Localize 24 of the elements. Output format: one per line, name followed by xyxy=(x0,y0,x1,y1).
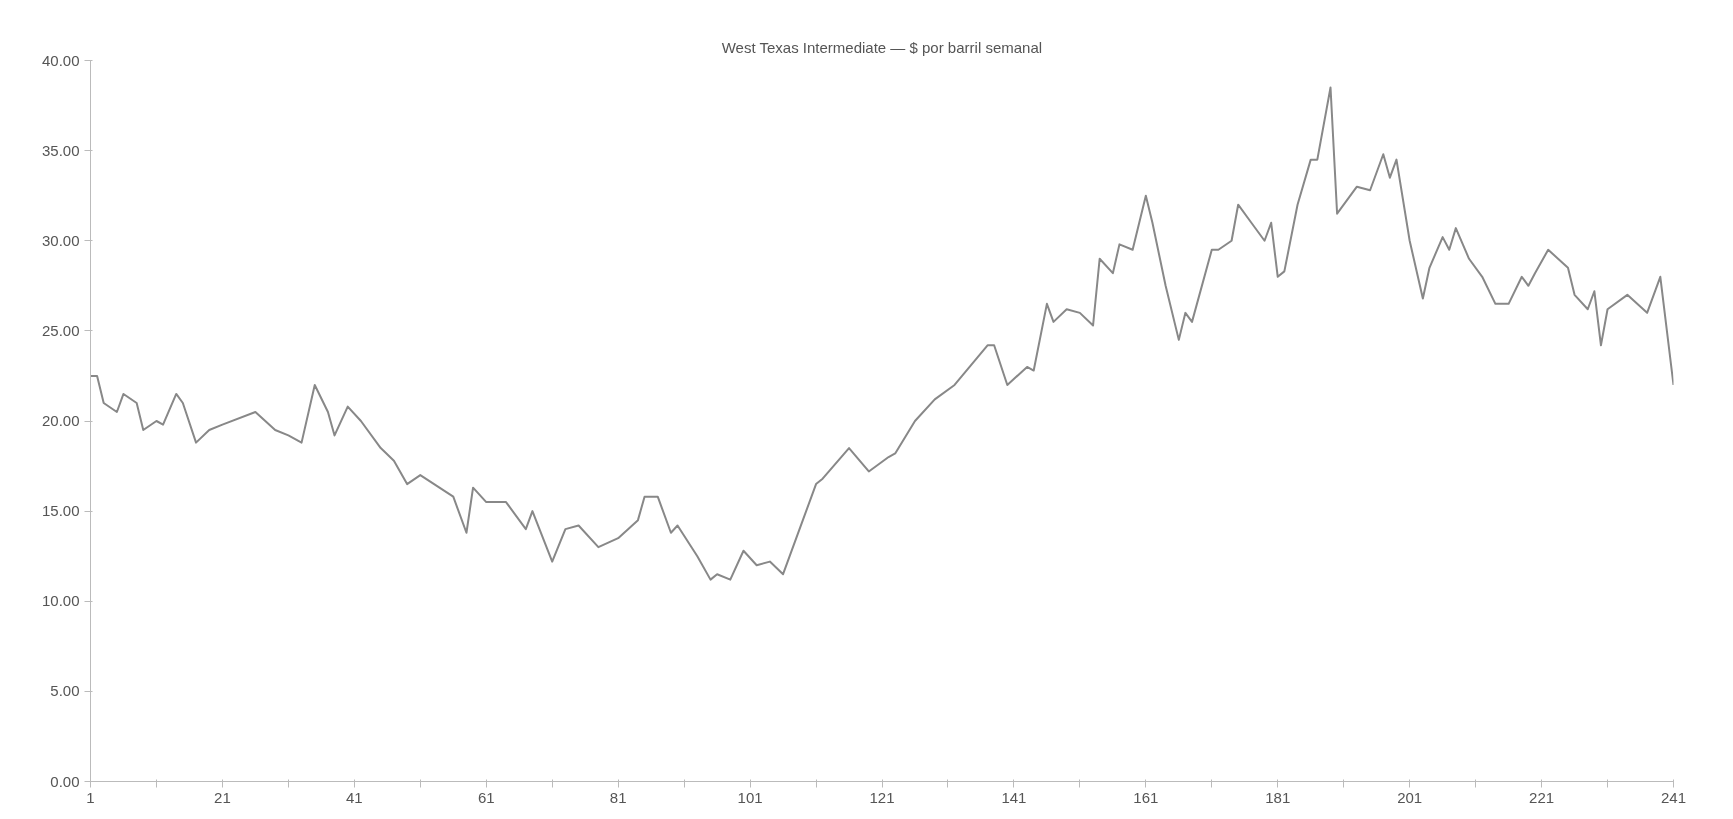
x-tick-label: 21 xyxy=(214,788,231,806)
y-tick-label: 5.00 xyxy=(50,682,80,700)
y-tick-label: 25.00 xyxy=(41,321,80,339)
line-series xyxy=(90,86,1674,581)
x-tick-label: 141 xyxy=(1001,788,1027,806)
x-tick-label: 101 xyxy=(737,788,763,806)
x-tick-label: 1 xyxy=(86,788,95,806)
y-tick-label: 0.00 xyxy=(50,772,80,790)
x-tick-label: 41 xyxy=(345,788,363,806)
x-tick-label: 201 xyxy=(1397,788,1423,806)
x-tick-label: 241 xyxy=(1660,788,1687,806)
x-tick-label: 221 xyxy=(1529,788,1555,806)
x-tick-label: 161 xyxy=(1133,788,1159,806)
x-tick-label: 121 xyxy=(869,788,895,806)
y-tick-label: 35.00 xyxy=(41,141,80,159)
y-tick-label: 20.00 xyxy=(41,412,80,429)
y-tick-label: 30.00 xyxy=(41,231,80,249)
y-tick-label: 10.00 xyxy=(41,592,80,610)
x-tick-label: 61 xyxy=(477,788,495,806)
y-tick-label: 15.00 xyxy=(41,502,80,520)
x-tick-label: 181 xyxy=(1265,788,1291,806)
y-tick-label: 40.00 xyxy=(41,51,80,69)
chart-title: West Texas Intermediate — $ por barril semanal xyxy=(721,38,1043,56)
x-tick-label: 81 xyxy=(609,788,627,806)
